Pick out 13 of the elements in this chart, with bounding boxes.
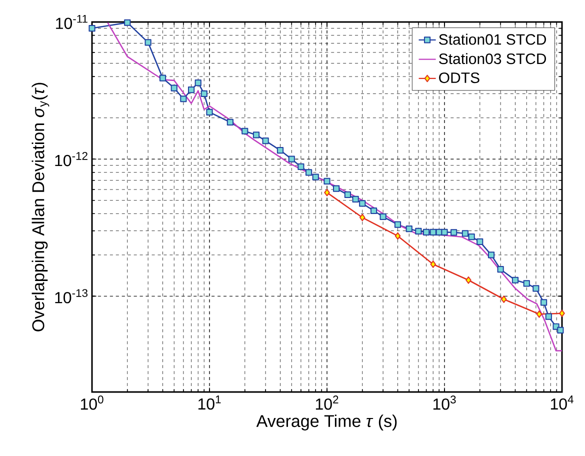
x-axis-title: Average Time τ (s) xyxy=(256,414,397,430)
y-tick-label: 10$^{-12}$ xyxy=(55,152,88,166)
x-tick-label: 10$^{3}$ xyxy=(433,396,456,410)
x-tick-label: 10$^{4}$ xyxy=(550,396,574,410)
y-tick-label: 10$^{-11}$ xyxy=(56,14,88,30)
x-tick-label: 10$^{1}$ xyxy=(198,396,221,410)
legend-label: Station01 STCD xyxy=(439,34,546,45)
x-tick-label: 10$^{2}$ xyxy=(316,396,338,410)
legend-label: ODTS xyxy=(439,72,480,84)
y-tick-label: 10$^{-13}$ xyxy=(55,289,88,304)
x-tick-label: 10$^{0}$ xyxy=(80,396,104,410)
y-axis-title: Overlapping Allan Deviation σ$_{y}$(τ) xyxy=(32,82,50,332)
legend-label: Station03 STCD xyxy=(439,53,546,64)
